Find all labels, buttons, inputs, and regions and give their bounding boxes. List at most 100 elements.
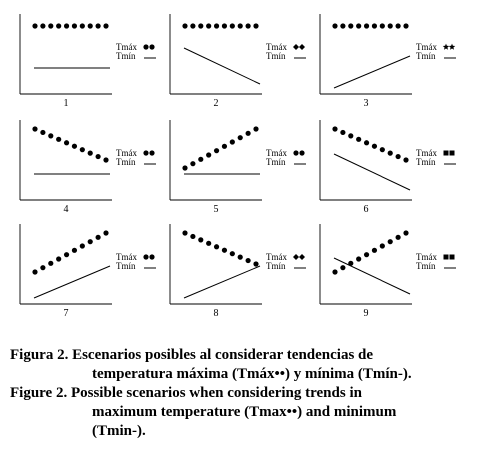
panel-7-legend-tmax-marker (149, 254, 155, 260)
panel-6-tmax-point (348, 133, 354, 139)
panel-1-tmax-point (79, 23, 85, 29)
panel-3-tmax-point (332, 23, 338, 29)
panel-1-tmax-point (71, 23, 78, 29)
panel-6-tmax-point (403, 157, 409, 163)
panel-6-tmax-point (395, 153, 401, 160)
panel-4-legend-tmin-label: Tmín (116, 157, 136, 167)
panel-5-number: 5 (214, 204, 219, 215)
panel-9-tmax-point (363, 252, 370, 258)
panel-1-legend-tmin-label: Tmín (116, 51, 136, 61)
panel-9-tmax-point (371, 247, 378, 253)
panel-5-tmax-point (253, 126, 259, 132)
panel-9-tmax-point (340, 265, 346, 271)
panel-8-legend-tmin-label: Tmín (266, 261, 286, 271)
panel-7-tmax-point (56, 256, 62, 262)
panel-4-tmax-point (56, 136, 62, 142)
panel-7-tmax-point (32, 269, 38, 275)
panel-5-tmax-point (229, 139, 235, 145)
panel-9-tmax-point (395, 234, 401, 240)
panel-7-legend-tmax-label: Tmáx (116, 252, 137, 262)
figure-caption: Figura 2. Escenarios posibles al conside… (10, 346, 472, 441)
panel-5-tmax-point (198, 156, 204, 162)
panel-2-tmax-point (198, 23, 204, 29)
panel-5-tmax-point (206, 152, 212, 158)
panel-6-tmax-point (340, 129, 346, 136)
panel-2-tmax-point (182, 23, 188, 29)
panel-1-tmax-point (32, 23, 38, 29)
panel-3-tmin-line (333, 55, 411, 89)
panel-6-tmax-point (371, 143, 378, 149)
panel-6-legend-tmax-marker (443, 150, 449, 156)
panel-5-legend-tmax-marker (299, 150, 305, 156)
panel-8-tmax-point (206, 240, 212, 246)
panel-7-legend-tmax-marker (143, 254, 149, 260)
panel-6-tmax-point (356, 136, 362, 142)
panel-2-number: 2 (214, 98, 219, 109)
panel-3-legend-tmax-marker (442, 43, 450, 50)
panel-2-legend-tmax-marker (299, 44, 305, 50)
panel-8-tmax-point (245, 257, 251, 264)
caption-spanish-line-1: Figura 2. Escenarios posibles al conside… (10, 347, 374, 363)
panel-6-tmax-point (379, 147, 385, 153)
panel-4-legend-tmax-marker (149, 150, 155, 156)
panel-8-tmax-point (221, 247, 228, 253)
panel-3-legend-tmax-label: Tmáx (416, 42, 437, 52)
panel-4-tmax-point (63, 140, 70, 146)
panel-2-tmin-line (183, 47, 261, 85)
panel-8-tmax-point (253, 261, 259, 267)
panel-8-tmax-point (198, 237, 204, 243)
panel-4-tmax-point (103, 157, 109, 163)
panel-9-tmax-point (403, 230, 409, 236)
panel-2-tmax-point (229, 23, 235, 29)
panel-5-tmax-point (221, 143, 228, 149)
panel-6-legend-tmax-marker (449, 150, 455, 156)
panel-7-tmax-point (48, 260, 54, 266)
panel-8-legend-tmax-marker (299, 254, 305, 260)
panel-1-tmax-point (40, 23, 46, 29)
panel-4-tmax-point (32, 126, 38, 132)
panel-5-tmax-point (190, 161, 196, 167)
panel-8-legend-tmax-label: Tmáx (266, 252, 287, 262)
caption-english-line-1: Figure 2. Possible scenarios when consid… (10, 385, 362, 401)
panel-8-tmax-point (237, 254, 243, 260)
panel-1-legend-tmax-label: Tmáx (116, 42, 137, 52)
panel-1-tmax-point (87, 23, 93, 29)
panel-3-legend-tmin-label: Tmín (416, 51, 436, 61)
panel-5-tmax-point (237, 135, 243, 141)
panel-6-number: 6 (364, 204, 369, 215)
panel-4-tmax-point (40, 129, 46, 136)
panel-7-tmax-point (95, 234, 101, 240)
panel-4-tmax-point (79, 147, 85, 153)
panel-7-tmax-point (63, 252, 70, 258)
panel-2-tmax-point (245, 23, 251, 29)
panel-6-tmin-line (333, 153, 411, 191)
panel-7-tmax-point (40, 265, 46, 271)
panel-2-legend-tmax-marker (293, 44, 299, 50)
panel-3-tmax-point (363, 23, 370, 29)
panel-3-tmax-point (403, 23, 409, 29)
panel-3-tmax-point (387, 23, 393, 29)
panel-9-tmax-point (387, 239, 393, 245)
panel-1-tmax-point (95, 23, 101, 29)
panel-6-tmax-point (387, 150, 393, 156)
panel-7-number: 7 (64, 308, 69, 319)
panel-3-tmax-point (379, 23, 385, 29)
panel-7-tmax-point (71, 247, 78, 253)
panel-1-legend-tmax-marker (143, 44, 149, 50)
panel-4-tmax-point (95, 153, 101, 160)
panel-4-legend-tmax-label: Tmáx (116, 148, 137, 158)
panel-8-tmax-point (190, 233, 196, 240)
panel-2-tmax-point (221, 23, 228, 29)
panel-8-tmax-point (213, 244, 220, 250)
panel-8-tmax-point (182, 230, 188, 236)
panel-3-tmax-point (395, 23, 401, 29)
panel-5-legend-tmin-label: Tmín (266, 157, 286, 167)
panel-1-tmax-point (63, 23, 70, 29)
panel-3-legend-tmax-marker (448, 43, 456, 50)
panel-9-tmin-line (333, 257, 411, 295)
panel-7-tmax-point (103, 230, 109, 236)
panel-9-legend-tmin-label: Tmín (416, 261, 436, 271)
panel-4-tmax-point (87, 150, 93, 156)
panel-1-tmax-point (48, 23, 54, 29)
panel-9-legend-tmax-marker (443, 254, 449, 260)
